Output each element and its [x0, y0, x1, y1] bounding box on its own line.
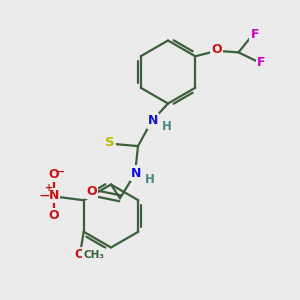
Text: F: F: [250, 28, 259, 41]
Text: O: O: [48, 209, 59, 222]
Text: +: +: [45, 183, 53, 193]
Text: −: −: [56, 167, 65, 177]
Text: F: F: [257, 56, 266, 69]
Text: O: O: [86, 185, 97, 198]
Text: CH₃: CH₃: [83, 250, 104, 260]
Text: O: O: [48, 168, 59, 181]
Text: O: O: [212, 43, 222, 56]
Text: O: O: [75, 248, 86, 261]
Text: N: N: [148, 114, 158, 128]
Text: H: H: [162, 120, 171, 134]
Text: —: —: [40, 191, 50, 201]
Text: S: S: [105, 136, 115, 149]
Text: H: H: [145, 172, 155, 186]
Text: N: N: [131, 167, 141, 180]
Text: N: N: [49, 189, 59, 202]
